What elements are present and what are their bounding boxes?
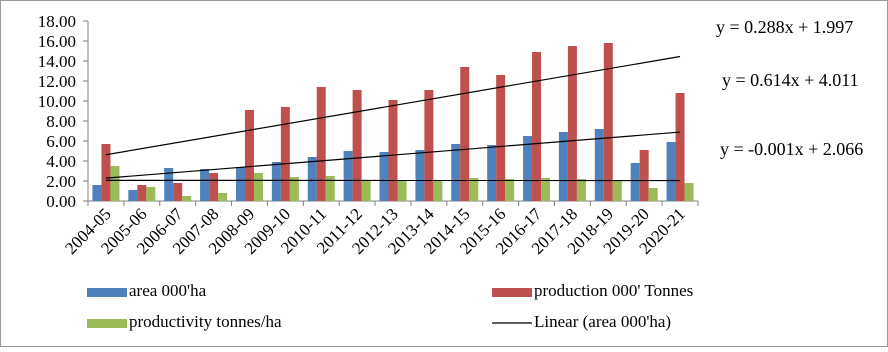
- bar: [649, 188, 658, 201]
- legend-label: production 000' Tonnes: [534, 281, 693, 300]
- y-tick-label: 14.00: [38, 52, 76, 71]
- bar: [469, 178, 478, 201]
- legend-swatch: [87, 319, 127, 328]
- bar: [559, 132, 568, 201]
- bar: [317, 87, 326, 201]
- y-tick-label: 12.00: [38, 72, 76, 91]
- bar: [380, 152, 389, 201]
- trendline-equation-label: y = 0.614x + 4.011: [722, 70, 859, 90]
- bar: [685, 183, 694, 201]
- bar: [389, 100, 398, 201]
- bar: [541, 178, 550, 201]
- bar: [505, 179, 514, 201]
- bar: [101, 144, 110, 201]
- bar: [577, 179, 586, 201]
- bar: [433, 180, 442, 201]
- y-tick-label: 18.00: [38, 12, 76, 31]
- bar: [128, 190, 137, 201]
- bar: [496, 75, 505, 201]
- bar: [676, 93, 685, 201]
- y-tick-label: 4.00: [46, 152, 76, 171]
- bar: [362, 180, 371, 201]
- y-tick-label: 0.00: [46, 192, 76, 211]
- bar: [415, 150, 424, 201]
- bar: [146, 187, 155, 201]
- legend-label: area 000'ha: [129, 281, 207, 300]
- bar: [137, 185, 146, 201]
- bar: [92, 185, 101, 201]
- legend-label: productivity tonnes/ha: [129, 312, 282, 331]
- bar: [613, 180, 622, 201]
- bar: [398, 181, 407, 201]
- bar: [200, 169, 209, 201]
- bar: [631, 163, 640, 201]
- y-tick-label: 16.00: [38, 32, 76, 51]
- bar: [308, 157, 317, 201]
- bar: [451, 144, 460, 201]
- trendline-equation-label: y = 0.288x + 1.997: [716, 17, 853, 37]
- bar: [353, 90, 362, 201]
- trendline-equation-label: y = -0.001x + 2.066: [720, 139, 863, 159]
- bar: [326, 176, 335, 201]
- legend-swatch: [492, 288, 532, 297]
- bar: [218, 193, 227, 201]
- bar: [604, 43, 613, 201]
- bar: [667, 142, 676, 201]
- bar: [424, 90, 433, 201]
- y-tick-label: 2.00: [46, 172, 76, 191]
- y-tick-label: 6.00: [46, 132, 76, 151]
- bar: [245, 110, 254, 201]
- bar: [487, 145, 496, 201]
- bar: [182, 196, 191, 201]
- bar: [209, 173, 218, 201]
- bar: [532, 52, 541, 201]
- y-tick-label: 10.00: [38, 92, 76, 111]
- bar: [173, 183, 182, 201]
- y-tick-label: 8.00: [46, 112, 76, 131]
- bar: [272, 162, 281, 201]
- bar: [254, 173, 263, 201]
- bar: [523, 136, 532, 201]
- legend-label: Linear (area 000'ha): [534, 312, 671, 331]
- bar: [595, 129, 604, 201]
- bar: [236, 167, 245, 201]
- bar: [568, 46, 577, 201]
- legend-swatch: [87, 288, 127, 297]
- bar: [110, 166, 119, 201]
- bar: [281, 107, 290, 201]
- bar: [640, 150, 649, 201]
